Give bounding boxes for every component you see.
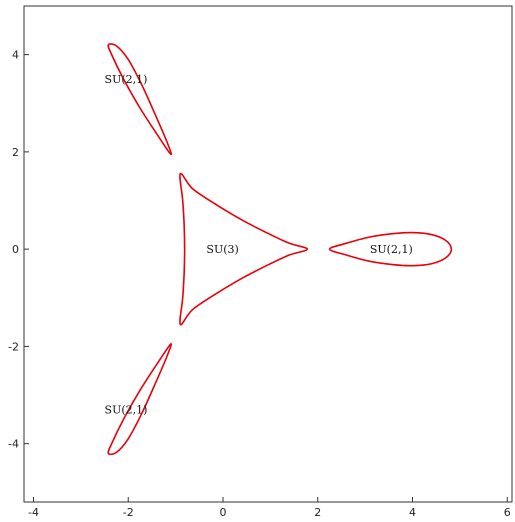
y-tick-label: 2 — [12, 146, 19, 159]
x-tick-label: 0 — [219, 506, 226, 519]
x-tick-label: -4 — [28, 506, 39, 519]
su21-lower-curve — [107, 343, 172, 456]
su21-right-curve — [328, 231, 453, 267]
su21-upper-curve — [107, 43, 172, 156]
region-label: SU(2,1) — [370, 243, 413, 256]
region-boundaries — [107, 43, 453, 456]
region-labels: SU(3) SU(2,1) SU(2,1) SU(2,1) — [105, 73, 413, 417]
x-tick-label: 6 — [504, 506, 511, 519]
y-tick-label: -4 — [8, 438, 19, 451]
y-tick-label: -2 — [8, 340, 19, 353]
x-tick-label: 2 — [314, 506, 321, 519]
x-tick-label: 4 — [409, 506, 416, 519]
su3-region-curve — [179, 172, 309, 326]
region-label: SU(2,1) — [105, 404, 148, 417]
y-tick-label: 0 — [12, 243, 19, 256]
x-tick-label: -2 — [123, 506, 134, 519]
region-label: SU(3) — [206, 243, 238, 256]
x-axis-ticks: -4 -2 0 2 4 6 — [28, 497, 511, 519]
region-label: SU(2,1) — [105, 73, 148, 86]
y-tick-label: 4 — [12, 49, 19, 62]
y-axis-ticks: -4 -2 0 2 4 — [8, 49, 29, 451]
plot-frame — [23, 5, 513, 503]
